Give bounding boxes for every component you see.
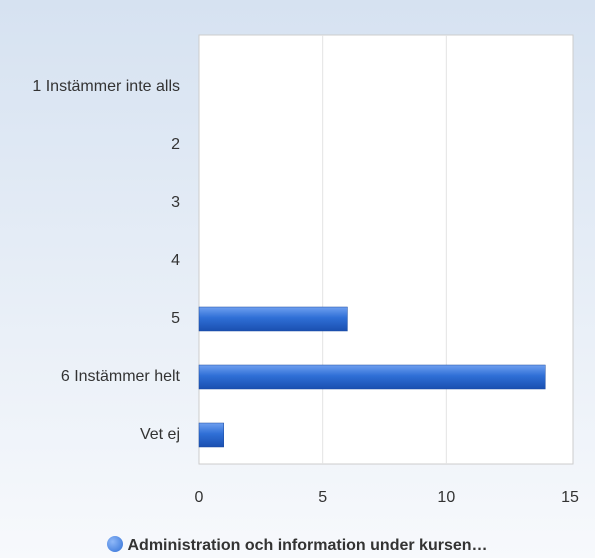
y-tick-label: 5	[171, 310, 180, 327]
y-tick-label: 1 Instämmer inte alls	[32, 78, 180, 95]
y-tick-label: 6 Instämmer helt	[60, 368, 180, 385]
bar	[198, 422, 224, 448]
legend: Administration och information under kur…	[0, 536, 595, 555]
x-tick-label: 0	[195, 489, 204, 506]
plot-area	[198, 34, 574, 465]
x-tick-label: 5	[318, 489, 327, 506]
y-tick-label: 4	[171, 252, 180, 269]
legend-swatch	[107, 536, 124, 552]
x-tick-label: 10	[437, 489, 455, 506]
y-tick-label: 3	[171, 194, 180, 211]
x-tick-label: 15	[561, 489, 579, 506]
y-tick-label: 2	[171, 136, 180, 153]
bar	[198, 306, 348, 332]
y-tick-label: Vet ej	[139, 426, 180, 443]
legend-label: Administration och information under kur…	[127, 537, 488, 554]
bar	[198, 364, 546, 390]
